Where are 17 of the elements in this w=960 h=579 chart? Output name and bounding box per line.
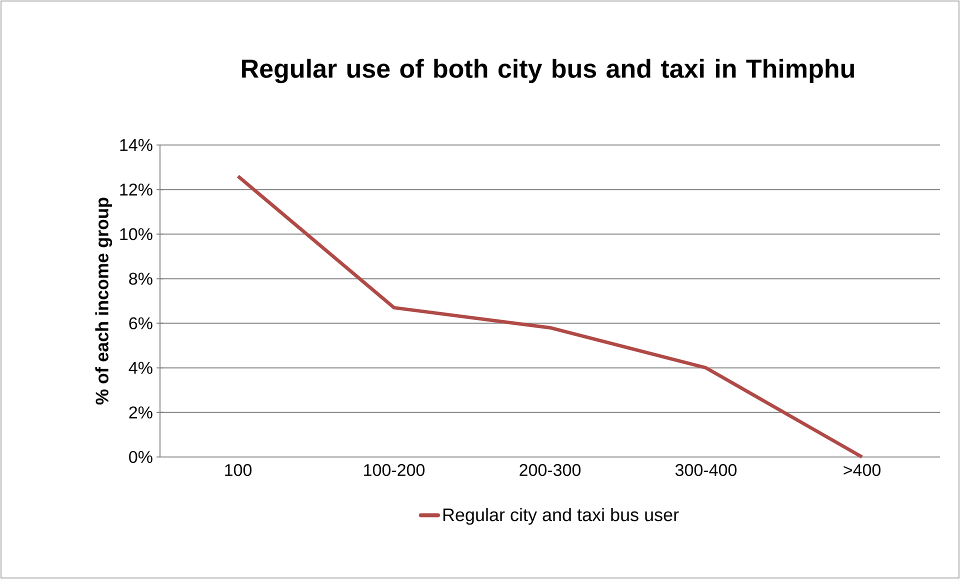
- x-tick-label: 200-300: [520, 464, 581, 476]
- x-tick-label: 100: [225, 464, 252, 476]
- y-tick-label: 10%: [120, 228, 152, 240]
- chart-title: Regular use of both city bus and taxi in Thimphu: [242, 58, 854, 84]
- legend-label: Regular city and taxi bus user: [443, 508, 679, 525]
- y-tick-label: 6%: [129, 317, 152, 330]
- x-tick-label: 100-200: [364, 464, 425, 476]
- y-tick-label: 12%: [120, 184, 152, 196]
- y-tick-label: 2%: [129, 406, 152, 418]
- line-series: [236, 174, 864, 459]
- y-axis-title: % of each income group: [95, 198, 112, 405]
- x-tick-label: >400: [844, 464, 880, 476]
- y-tick-label: 8%: [129, 272, 152, 285]
- x-tick-label: 300-400: [675, 464, 737, 476]
- y-tick-label: 0%: [129, 450, 152, 464]
- y-tick-label: 14%: [120, 139, 152, 151]
- y-tick-label: 4%: [128, 362, 152, 374]
